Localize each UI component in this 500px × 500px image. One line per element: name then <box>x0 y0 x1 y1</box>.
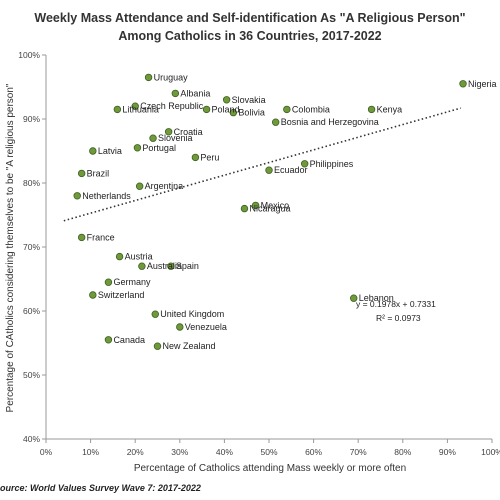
data-point-label: New Zealand <box>163 341 216 351</box>
chart-title: Weekly Mass Attendance and Self-identifi… <box>34 11 465 25</box>
data-point <box>283 105 291 114</box>
data-point-label: Nigeria <box>468 79 497 89</box>
data-point-label: Slovenia <box>158 133 193 143</box>
data-point-label: Colombia <box>292 104 330 114</box>
data-point-label: Uruguay <box>154 72 189 82</box>
y-tick-label: 100% <box>18 50 40 60</box>
x-tick-label: 0% <box>40 447 53 457</box>
data-point-label: Lebanon <box>359 293 394 303</box>
data-point <box>151 310 159 318</box>
data-point <box>164 128 173 136</box>
x-tick-label: 70% <box>350 447 367 457</box>
data-point <box>229 108 238 117</box>
data-point <box>300 160 309 168</box>
data-point-label: Nicaragua <box>249 204 290 214</box>
chart-subtitle: Among Catholics in 36 Countries, 2017-20… <box>118 29 381 43</box>
source-note: Source: World Values Survey Wave 7: 2017… <box>0 483 201 493</box>
x-tick-label: 20% <box>127 447 144 457</box>
data-point <box>367 105 376 114</box>
data-point-label: Austria <box>125 252 153 262</box>
x-tick-label: 10% <box>82 447 99 457</box>
data-point <box>251 201 260 210</box>
trendline-path <box>63 107 461 222</box>
data-point <box>104 278 113 286</box>
data-point-label: Ecuador <box>274 165 308 175</box>
x-tick-label: 50% <box>260 447 277 457</box>
trendline-r-squared: R² = 0.0973 <box>376 313 421 323</box>
data-point-label: Croatia <box>174 127 203 137</box>
data-point <box>77 233 86 242</box>
data-point-label: Australia <box>147 261 182 271</box>
data-point-label: Venezuela <box>185 322 227 332</box>
data-point-label: Switzerland <box>98 290 145 300</box>
data-point <box>73 192 81 200</box>
data-point <box>144 73 153 82</box>
data-point <box>350 294 358 302</box>
data-point-label: Philippines <box>310 159 354 169</box>
data-point <box>176 323 184 331</box>
x-tick-label: 100% <box>481 447 500 457</box>
x-tick-label: 90% <box>439 447 456 457</box>
data-point <box>133 144 142 152</box>
data-point-label: Argentina <box>145 181 184 191</box>
data-point <box>153 342 162 350</box>
trendline-equation: y = 0.1978x + 0.7331 <box>356 299 436 309</box>
data-point <box>77 169 86 178</box>
data-point <box>115 252 124 261</box>
data-point <box>240 204 249 213</box>
x-axis-title: Percentage of Catholics attending Mass w… <box>134 463 406 474</box>
data-point <box>104 336 113 344</box>
x-tick-label: 60% <box>305 447 322 457</box>
y-tick-label: 80% <box>23 178 40 188</box>
axes: 0% 10% 20% 30% 40% 50% 60% 70% 80% 90% 100% 40% 50% 6… <box>18 50 500 457</box>
data-point <box>135 182 144 190</box>
data-point-label: Latvia <box>98 146 122 156</box>
point-labels: Nigeria Uruguay Albania Slovakia Czech Repub… <box>82 72 496 351</box>
data-point-label: Bosnia and Herzegovina <box>281 117 379 127</box>
y-tick-label: 70% <box>23 242 40 252</box>
data-point <box>149 134 157 142</box>
y-tick-label: 60% <box>23 306 40 316</box>
data-point-label: Netherlands <box>82 191 131 201</box>
x-tick-label: 40% <box>216 447 233 457</box>
data-point <box>167 262 175 270</box>
y-tick-label: 90% <box>23 114 40 124</box>
data-point-label: Portugal <box>142 143 176 153</box>
data-point-label: Mexico <box>261 200 290 210</box>
data-point <box>89 291 97 299</box>
data-point-label: Poland <box>212 104 240 114</box>
data-point-label: Slovakia <box>232 95 266 105</box>
data-point-label: United Kingdom <box>160 309 224 319</box>
data-point <box>265 166 273 174</box>
data-point <box>202 105 211 114</box>
data-point-label: France <box>87 232 115 242</box>
data-point <box>138 262 146 270</box>
data-point-label: Brazil <box>87 168 110 178</box>
data-point-label: Czech Republic <box>140 101 204 111</box>
data-point-label: Kenya <box>377 104 403 114</box>
y-tick-label: 40% <box>23 434 40 444</box>
data-point <box>271 118 280 126</box>
data-point-label: Canada <box>113 335 145 345</box>
data-point <box>459 80 467 88</box>
y-axis-title: Percentage of CAtholics considering them… <box>5 83 16 412</box>
data-point <box>191 153 200 162</box>
data-point-label: Germany <box>113 277 151 287</box>
x-tick-label: 30% <box>171 447 188 457</box>
y-tick-label: 50% <box>23 370 40 380</box>
data-point <box>222 96 231 104</box>
data-point-label: Albania <box>180 88 210 98</box>
trendline <box>63 107 461 222</box>
data-point <box>89 147 97 155</box>
data-point <box>113 105 122 114</box>
data-points <box>73 73 467 350</box>
data-point <box>131 102 139 110</box>
data-point-label: Bolivia <box>238 108 265 118</box>
data-point-label: Peru <box>200 152 219 162</box>
data-point-label: Lithuania <box>122 104 159 114</box>
x-tick-label: 80% <box>394 447 411 457</box>
data-point-label: Spain <box>176 261 199 271</box>
data-point <box>171 89 180 98</box>
